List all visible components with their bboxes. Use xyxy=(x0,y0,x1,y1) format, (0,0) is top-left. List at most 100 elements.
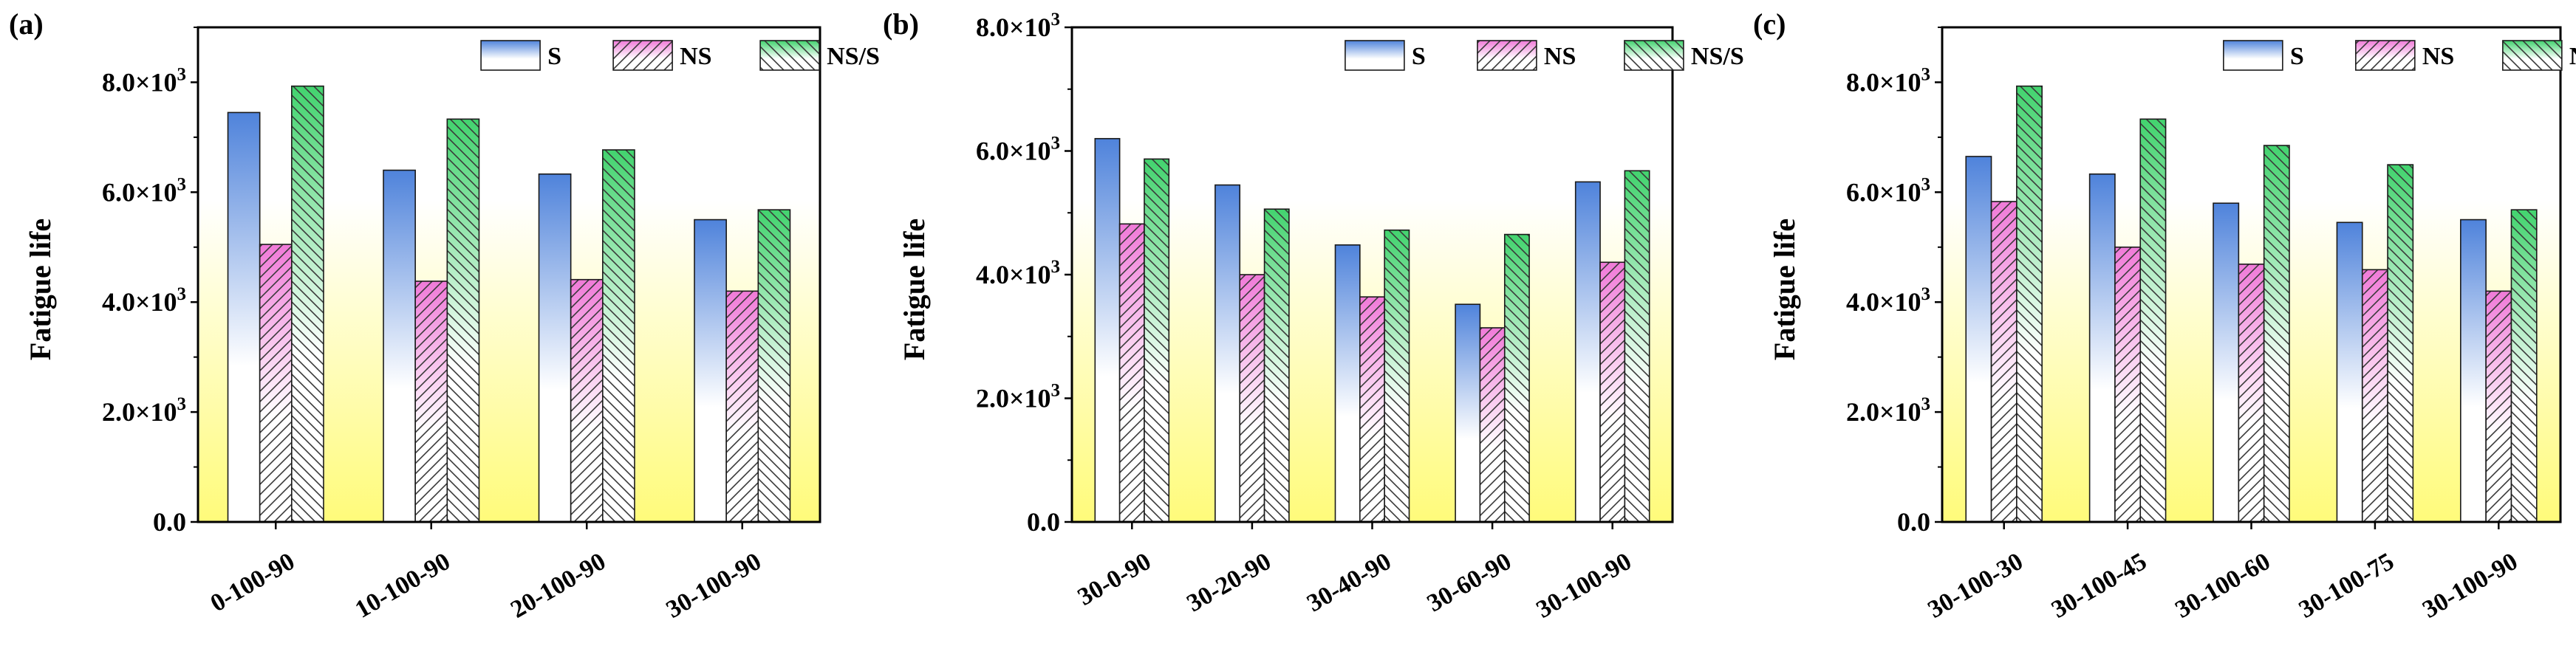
legend-swatch-outline xyxy=(480,40,541,71)
bar-ns-30-100-90-hatch xyxy=(1600,262,1625,522)
legend-label-s: S xyxy=(2290,43,2304,70)
x-tick-label: 10-100-90 xyxy=(351,548,455,624)
bar-ns-s-30-100-90-hatch xyxy=(2511,210,2537,522)
bar-ns-s-0-100-90-hatch xyxy=(291,86,324,522)
x-tick-label: 30-100-75 xyxy=(2295,548,2399,624)
bar-ns-0-100-90-hatch xyxy=(259,244,292,522)
x-tick-label: 30-100-60 xyxy=(2170,548,2275,624)
chart-panel-1: 0-100-90 10-100-90 20-100-90 30-100-90 0.0 2.… xyxy=(9,7,880,624)
plot-frame xyxy=(1941,26,2562,523)
panel-label: (a) xyxy=(9,7,44,41)
y-axis-label: Fatigue life xyxy=(1768,219,1801,360)
legend-swatch-outline xyxy=(1624,40,1684,71)
bar-ns-s-30-100-90-hatch xyxy=(758,210,790,522)
y-axis-label: Fatigue life xyxy=(898,219,931,360)
x-tick-label: 30-100-90 xyxy=(2418,548,2522,624)
bar-ns-20-100-90-hatch xyxy=(570,279,603,522)
x-tick-label: 30-100-90 xyxy=(1532,548,1636,624)
bar-s-30-100-90 xyxy=(694,219,727,522)
bar-ns-s-30-100-60-hatch xyxy=(2264,145,2289,523)
legend-swatch-outline xyxy=(612,40,673,71)
legend-swatch-hatch xyxy=(2355,41,2415,70)
y-tick-label: 0.0 xyxy=(153,507,186,537)
bar-ns-s-30-40-90-hatch xyxy=(1384,230,1410,522)
y-tick-label: 6.0×103 xyxy=(976,134,1060,166)
legend-label-nss: NS/S xyxy=(2569,43,2576,70)
y-tick-label: 4.0×103 xyxy=(976,257,1060,289)
y-tick-label: 2.0×103 xyxy=(102,394,186,427)
legend-item-s: S xyxy=(2223,40,2304,71)
legend-swatch-outline xyxy=(2223,40,2283,71)
legend-item-nss: NS/S xyxy=(1624,40,1744,71)
legend-label-ns: NS xyxy=(2422,43,2454,70)
legend-item-ns: NS xyxy=(612,40,712,71)
bar-s-30-0-90 xyxy=(1095,138,1120,522)
y-tick-label: 6.0×103 xyxy=(102,174,186,207)
bar-ns-30-20-90-hatch xyxy=(1240,275,1265,522)
bar-ns-s-20-100-90-hatch xyxy=(602,150,635,522)
y-tick-label: 4.0×103 xyxy=(1846,284,1930,317)
y-tick-label: 8.0×103 xyxy=(102,64,186,97)
y-tick-label: 6.0×103 xyxy=(1846,174,1930,207)
bar-ns-30-100-60-hatch xyxy=(2238,264,2264,522)
bar-ns-30-100-30-hatch xyxy=(1991,201,2017,522)
legend-item-s: S xyxy=(1345,40,1426,71)
bar-s-10-100-90 xyxy=(383,170,416,523)
legend-swatch-outline xyxy=(759,40,820,71)
legend-swatch-s xyxy=(2223,41,2283,70)
bar-s-30-100-75 xyxy=(2337,222,2363,522)
y-tick-label: 2.0×103 xyxy=(976,381,1060,413)
bar-s-0-100-90 xyxy=(228,112,260,522)
bar-s-30-60-90 xyxy=(1455,304,1480,522)
bar-s-30-100-90 xyxy=(2460,219,2487,522)
y-tick-label: 8.0×103 xyxy=(1846,64,1930,97)
legend-swatch-hatch xyxy=(2502,41,2562,70)
y-tick-label: 0.0 xyxy=(1027,507,1060,537)
x-tick-label: 30-40-90 xyxy=(1302,548,1395,617)
bar-s-30-100-90 xyxy=(1575,182,1601,522)
x-tick-label: 0-100-90 xyxy=(206,548,299,617)
chart-panel-2: 30-0-90 30-20-90 30-40-90 30-60-90 30-100-90… xyxy=(883,7,1744,624)
legend-label-s: S xyxy=(1412,43,1426,70)
legend-swatch-outline xyxy=(1477,40,1537,71)
bar-ns-s-30-100-90-hatch xyxy=(1624,171,1650,523)
bar-ns-s-30-100-45-hatch xyxy=(2140,119,2166,523)
x-tick-label: 30-20-90 xyxy=(1182,548,1275,617)
legend-swatch-hatch xyxy=(1624,41,1684,70)
legend-label-s: S xyxy=(547,43,561,70)
bar-ns-s-30-100-75-hatch xyxy=(2388,165,2413,522)
bar-ns-30-100-90-hatch xyxy=(726,291,759,522)
y-tick-label: 0.0 xyxy=(1897,507,1930,537)
x-tick-label: 30-100-90 xyxy=(662,548,766,624)
bar-ns-s-30-0-90-hatch xyxy=(1144,159,1169,522)
legend-swatch-s xyxy=(1345,41,1404,70)
legend-swatch-hatch xyxy=(760,41,820,70)
x-tick-label: 30-60-90 xyxy=(1423,548,1516,617)
bar-ns-30-0-90-hatch xyxy=(1119,224,1144,522)
chart-panel-3: 30-100-30 30-100-45 30-100-60 30-100-75 30-1… xyxy=(1753,7,2576,624)
y-tick-label: 2.0×103 xyxy=(1846,394,1930,427)
bar-ns-30-60-90-hatch xyxy=(1480,328,1505,522)
bar-s-30-40-90 xyxy=(1335,244,1360,522)
legend-swatch-outline xyxy=(1345,40,1405,71)
bar-ns-30-100-45-hatch xyxy=(2114,247,2141,522)
x-tick-label: 30-100-30 xyxy=(1924,548,2028,624)
x-tick-label: 20-100-90 xyxy=(506,548,610,624)
y-tick-label: 8.0×103 xyxy=(976,10,1060,42)
legend-item-nss: NS/S xyxy=(2502,40,2576,71)
bar-ns-s-30-100-30-hatch xyxy=(2016,86,2043,522)
legend-item-s: S xyxy=(480,40,561,71)
legend-label-nss: NS/S xyxy=(827,43,880,70)
legend-swatch-hatch xyxy=(1477,41,1537,70)
bar-s-30-100-60 xyxy=(2213,203,2239,522)
bar-ns-30-40-90-hatch xyxy=(1359,297,1385,522)
panel-label: (b) xyxy=(883,7,919,41)
legend-label-ns: NS xyxy=(1544,43,1576,70)
bar-ns-30-100-75-hatch xyxy=(2362,269,2388,522)
legend-swatch-s xyxy=(481,41,541,70)
bar-ns-s-30-20-90-hatch xyxy=(1264,209,1289,522)
bar-s-30-100-45 xyxy=(2089,173,2115,522)
x-tick-label: 30-0-90 xyxy=(1073,548,1156,611)
legend-swatch-hatch xyxy=(613,41,673,70)
